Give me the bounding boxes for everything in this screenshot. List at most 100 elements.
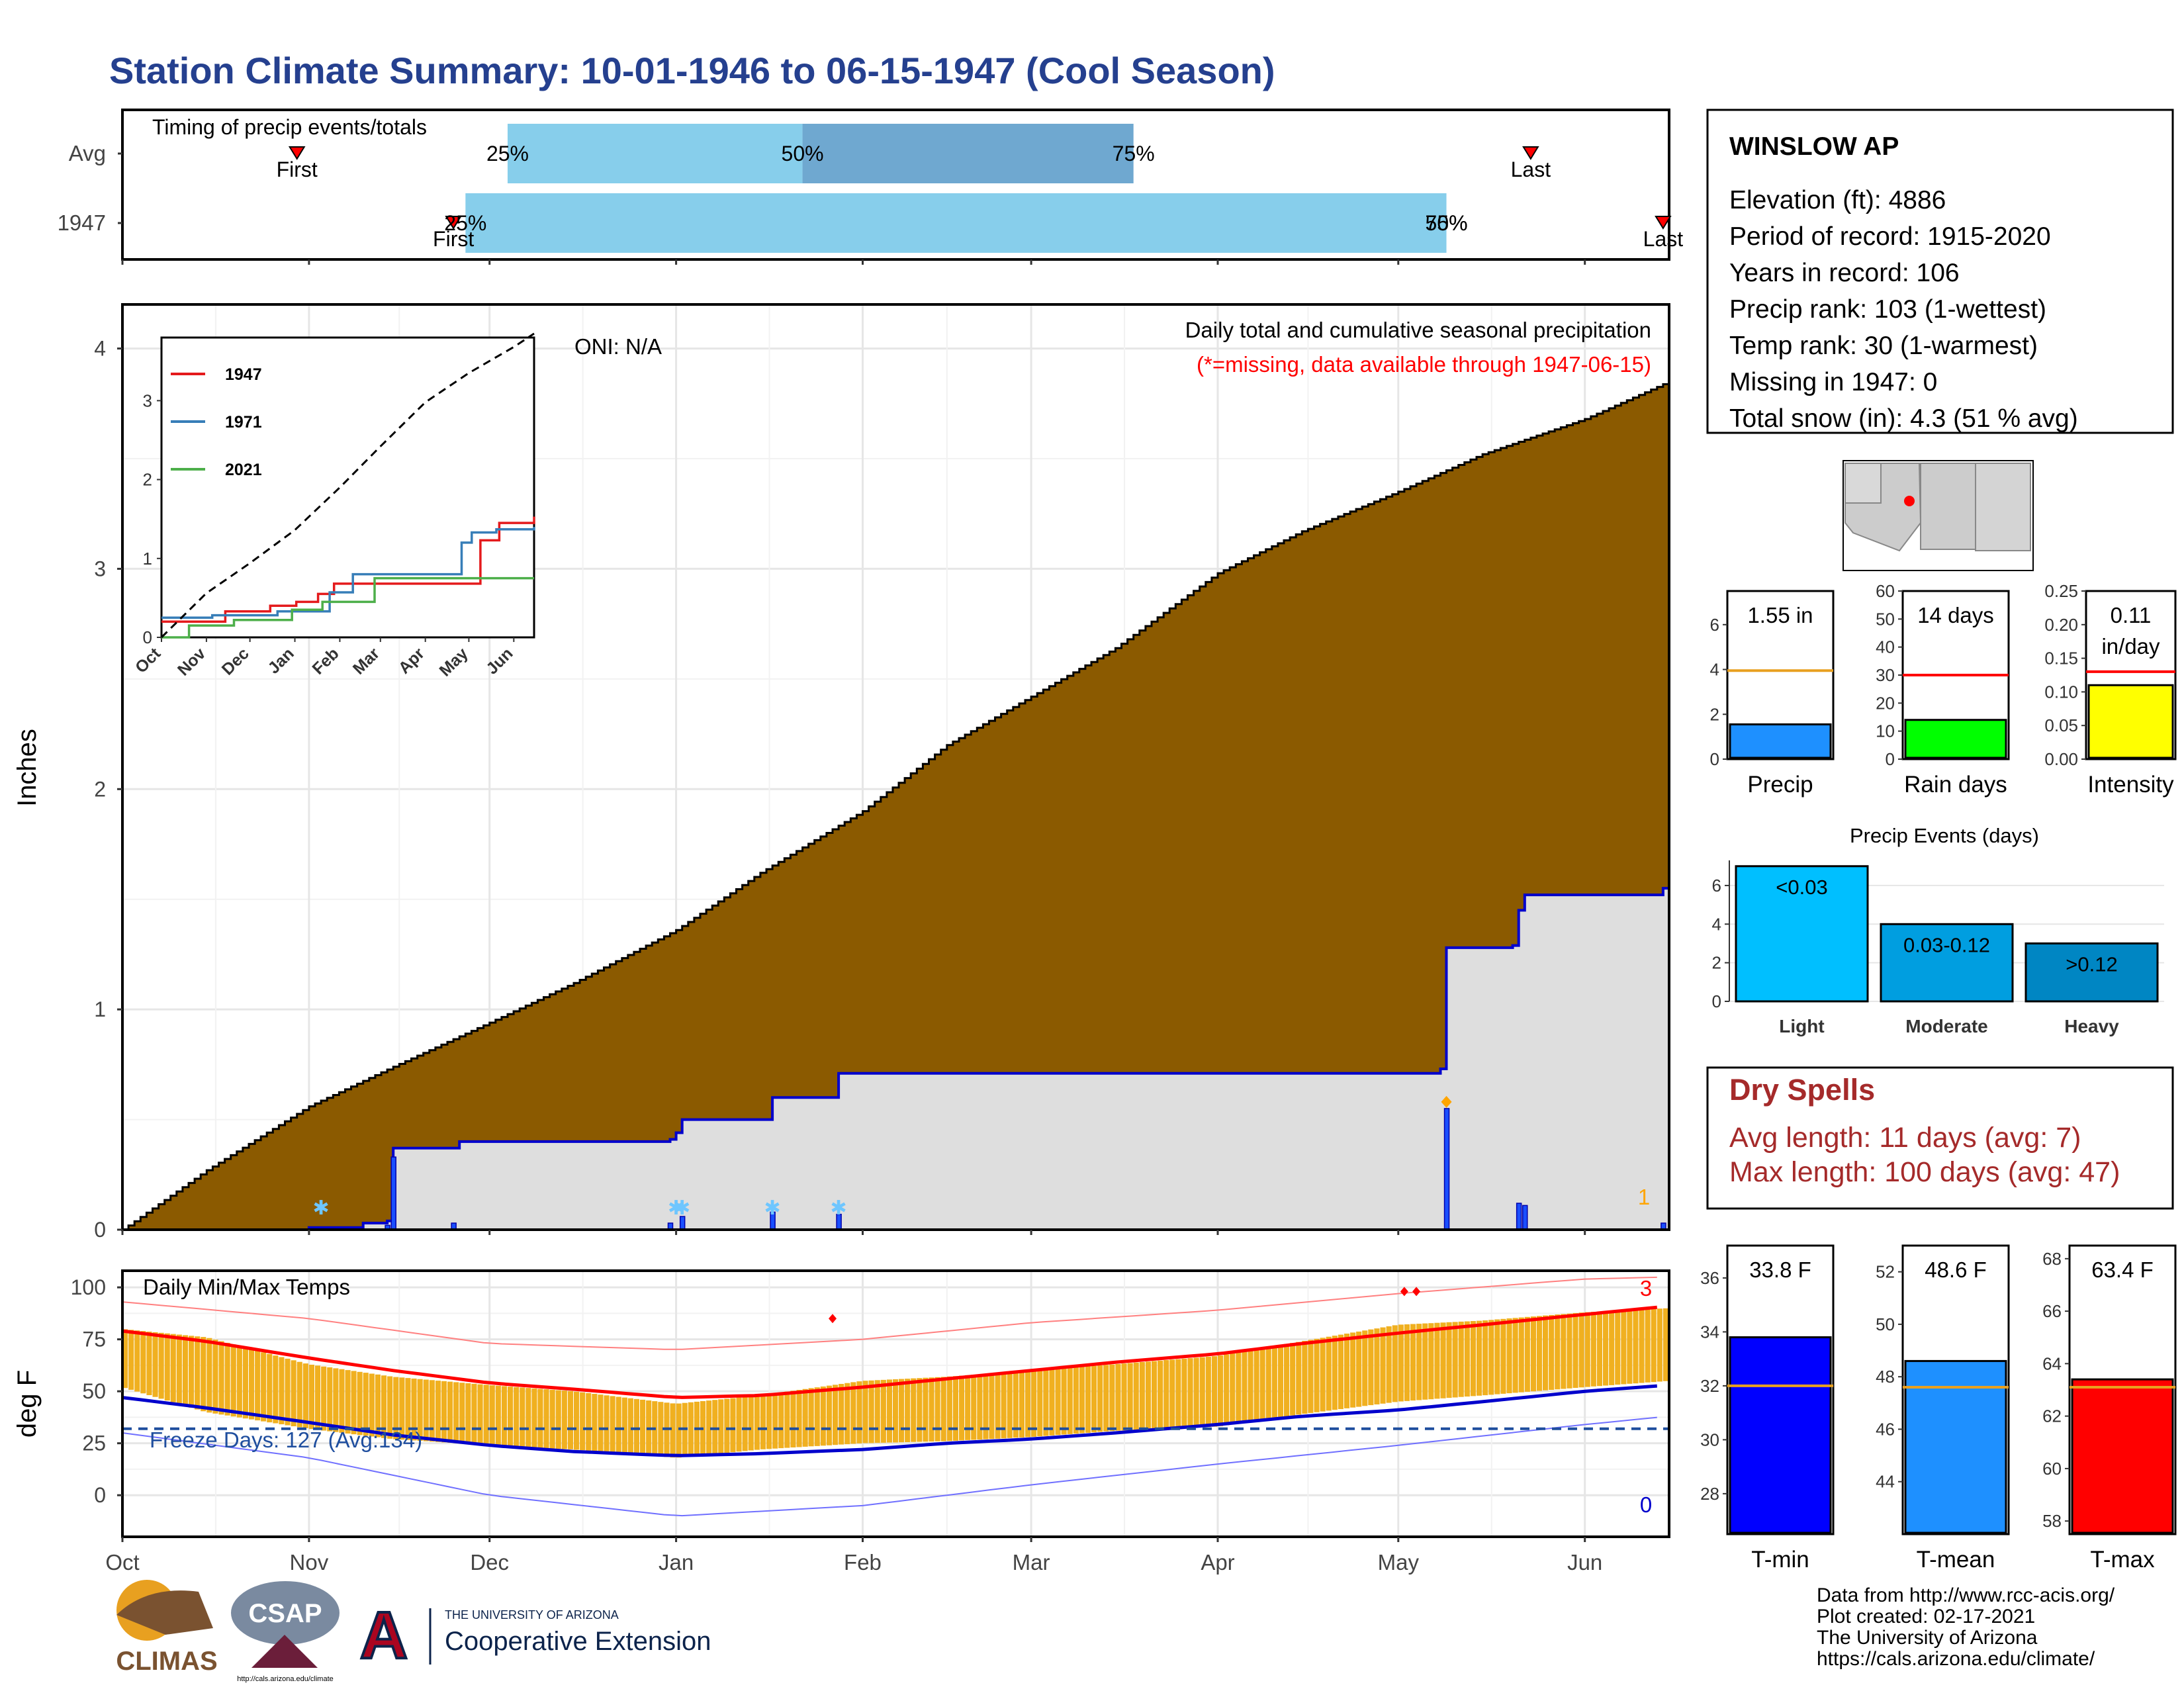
event-bar	[2025, 942, 2159, 1003]
ua-logo: A THE UNIVERSITY OF ARIZONA Cooperative …	[359, 1597, 711, 1674]
station-line: Temp rank: 30 (1-warmest)	[1729, 332, 2038, 360]
summary-value-label: 63.4 F	[2091, 1257, 2154, 1282]
daily-temp-bar	[1482, 1320, 1488, 1396]
summary-y-tick-label: 44	[1876, 1472, 1895, 1492]
summary-y-tick-label: 4	[1710, 660, 1719, 680]
daily-temp-bar	[1103, 1365, 1109, 1432]
footer-line: The University of Arizona	[1817, 1627, 2038, 1649]
daily-temp-bar	[327, 1367, 333, 1432]
precip-panel: ✱ ✱✱ ✱ ✱ Daily total and cumulative seasona…	[13, 303, 1670, 1242]
daily-temp-bar	[1290, 1343, 1296, 1416]
daily-temp-bar	[495, 1385, 501, 1446]
station-line: Elevation (ft): 4886	[1729, 186, 1946, 214]
daily-temp-bar	[1584, 1312, 1590, 1387]
avg-cumulative-precip-line	[122, 381, 1670, 1231]
daily-temp-bar	[580, 1392, 586, 1451]
avg-max-temp-line	[122, 1305, 1658, 1399]
ua-logo-small: THE UNIVERSITY OF ARIZONA	[445, 1608, 619, 1622]
daily-temp-bar	[610, 1396, 615, 1453]
daily-temp-bar	[1362, 1330, 1368, 1406]
temp-x-tick-label: Jan	[659, 1550, 694, 1575]
daily-temp-bar	[868, 1380, 874, 1443]
daily-temp-bar	[1043, 1369, 1049, 1436]
daily-temp-bar	[1380, 1327, 1386, 1404]
timing-last-marker	[1522, 146, 1539, 160]
daily-temp-bar	[1603, 1311, 1609, 1386]
daily-temp-bar	[212, 1340, 218, 1414]
summary-y-tick-label: 2	[1710, 704, 1719, 724]
daily-temp-bar	[134, 1330, 140, 1392]
events-y-tick-label: 2	[1712, 953, 1721, 973]
summary-y-tick-label: 52	[1876, 1262, 1895, 1282]
daily-temp-bar	[363, 1373, 369, 1436]
snow-marker: ✱	[764, 1197, 781, 1219]
summary-y-tick-label: 0.05	[2044, 715, 2078, 735]
temp-x-tick-label: Apr	[1201, 1550, 1234, 1575]
timing-label: Timing of precip events/totals	[152, 115, 427, 139]
daily-temp-bar	[917, 1378, 923, 1442]
daily-temp-bar	[1169, 1359, 1175, 1429]
daily-temp-bar	[742, 1396, 748, 1451]
daily-temp-bar	[1158, 1360, 1163, 1430]
daily-temp-bar	[784, 1391, 790, 1448]
summary-y-tick-label: 48	[1876, 1367, 1895, 1387]
daily-temp-bar	[1458, 1321, 1464, 1397]
daily-temp-bar	[1596, 1311, 1602, 1387]
daily-temp-bar	[874, 1380, 880, 1443]
daily-temp-bar	[760, 1394, 766, 1449]
precip-y-tick-label: 0	[94, 1218, 106, 1242]
daily-temp-bar	[339, 1369, 345, 1433]
daily-temp-bar	[1578, 1312, 1584, 1388]
daily-temp-bar	[1662, 1308, 1668, 1381]
daily-temp-bar	[333, 1368, 339, 1432]
summary-y-tick-label: 68	[2042, 1249, 2062, 1269]
temp-y-tick-label: 25	[82, 1432, 106, 1455]
daily-temp-bar	[1211, 1356, 1217, 1427]
summary-y-tick-label: 60	[1876, 581, 1895, 601]
daily-temp-bar	[766, 1394, 772, 1449]
daily-temp-bar	[736, 1397, 742, 1452]
temp-title: Daily Min/Max Temps	[143, 1275, 350, 1299]
daily-temp-bar	[296, 1361, 302, 1428]
daily-temp-bar	[1464, 1321, 1470, 1397]
footer-credits: Data from http://www.rcc-acis.org/ Plot …	[1817, 1584, 2115, 1670]
daily-temp-bar	[772, 1393, 778, 1449]
timing-first-label: First	[433, 227, 474, 251]
daily-temp-bar	[195, 1336, 201, 1410]
map-state-shape	[1975, 463, 2031, 551]
daily-temp-bar	[971, 1375, 977, 1440]
daily-temp-bar	[1645, 1309, 1651, 1383]
daily-temp-bar	[899, 1379, 905, 1443]
station-line: Period of record: 1915-2020	[1729, 222, 2051, 251]
daily-temp-bar	[411, 1378, 417, 1441]
csap-logo-text: CSAP	[248, 1599, 322, 1628]
precip-events-title: Precip Events (days)	[1850, 824, 2039, 847]
daily-temp-bar	[201, 1337, 206, 1412]
summary-y-tick-label: 0.00	[2044, 749, 2078, 769]
daily-temp-bar	[688, 1402, 694, 1457]
daily-temp-bar	[1175, 1359, 1181, 1428]
daily-temp-bar	[1187, 1358, 1193, 1428]
daily-temp-bar	[839, 1384, 844, 1445]
timing-last-label: Last	[1511, 158, 1551, 181]
record-high-marker	[1400, 1287, 1408, 1297]
summary-y-tick-label: 30	[1876, 665, 1895, 685]
daily-temp-bar	[405, 1378, 411, 1440]
daily-temp-bar	[1079, 1367, 1085, 1434]
record-low-count: 0	[1640, 1492, 1652, 1517]
inset-series-line	[161, 576, 534, 639]
summary-x-label: Precip	[1747, 772, 1813, 798]
snow-marker: ✱	[831, 1197, 847, 1219]
daily-temp-bar	[1651, 1308, 1657, 1383]
daily-temp-bar	[989, 1373, 995, 1440]
summary-bar	[1904, 1359, 2007, 1534]
daily-temp-bar	[508, 1387, 514, 1447]
daily-temp-bar	[658, 1402, 664, 1457]
summary-y-tick-label: 66	[2042, 1301, 2062, 1321]
daily-temp-bar	[1470, 1321, 1476, 1396]
daily-temp-bar	[1392, 1325, 1398, 1402]
timing-row-label: 1947	[58, 210, 106, 235]
daily-temp-bar	[995, 1373, 1001, 1439]
daily-temp-bar	[1326, 1336, 1332, 1411]
summary-y-tick-label: 46	[1876, 1419, 1895, 1439]
